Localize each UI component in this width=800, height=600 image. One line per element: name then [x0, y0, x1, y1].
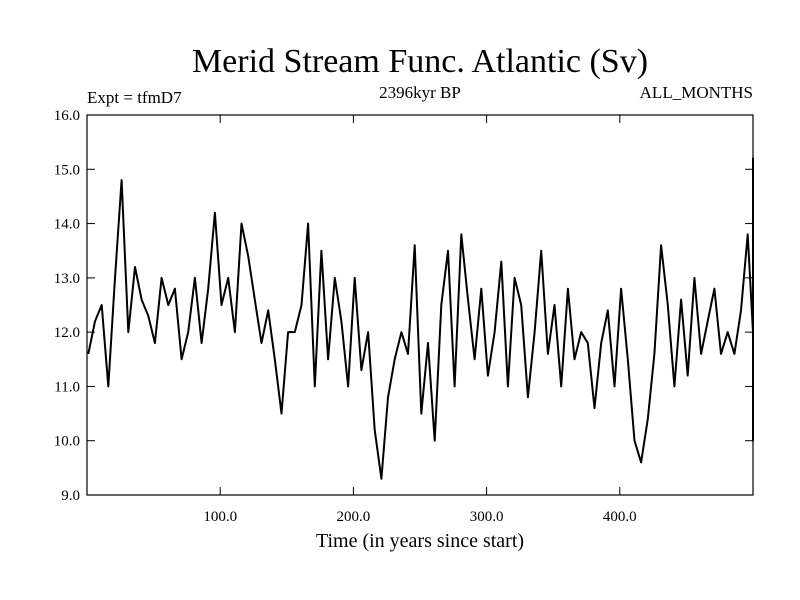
series-line — [87, 157, 754, 480]
y-tick-label: 13.0 — [54, 271, 80, 287]
y-tick-label: 12.0 — [54, 325, 80, 341]
age-label: 2396kyr BP — [379, 83, 461, 102]
months-label: ALL_MONTHS — [640, 83, 753, 102]
x-tick-label: 100.0 — [203, 509, 237, 525]
y-tick-label: 16.0 — [54, 108, 80, 124]
x-axis-label: Time (in years since start) — [316, 530, 524, 552]
chart-title: Merid Stream Func. Atlantic (Sv) — [192, 43, 648, 80]
x-tick-label: 400.0 — [603, 509, 637, 525]
y-tick-label: 10.0 — [54, 434, 80, 450]
y-axis: 9.0 10.0 11.0 12.0 13.0 14.0 15.0 16.0 — [54, 108, 753, 504]
y-tick-label: 15.0 — [54, 162, 80, 178]
x-axis: 100.0 200.0 300.0 400.0 — [203, 115, 637, 525]
x-tick-label: 300.0 — [470, 509, 504, 525]
y-tick-label: 9.0 — [61, 488, 80, 504]
y-tick-label: 14.0 — [54, 217, 80, 233]
experiment-label: Expt = tfmD7 — [87, 88, 182, 107]
x-tick-label: 200.0 — [337, 509, 371, 525]
y-tick-label: 11.0 — [54, 379, 80, 395]
